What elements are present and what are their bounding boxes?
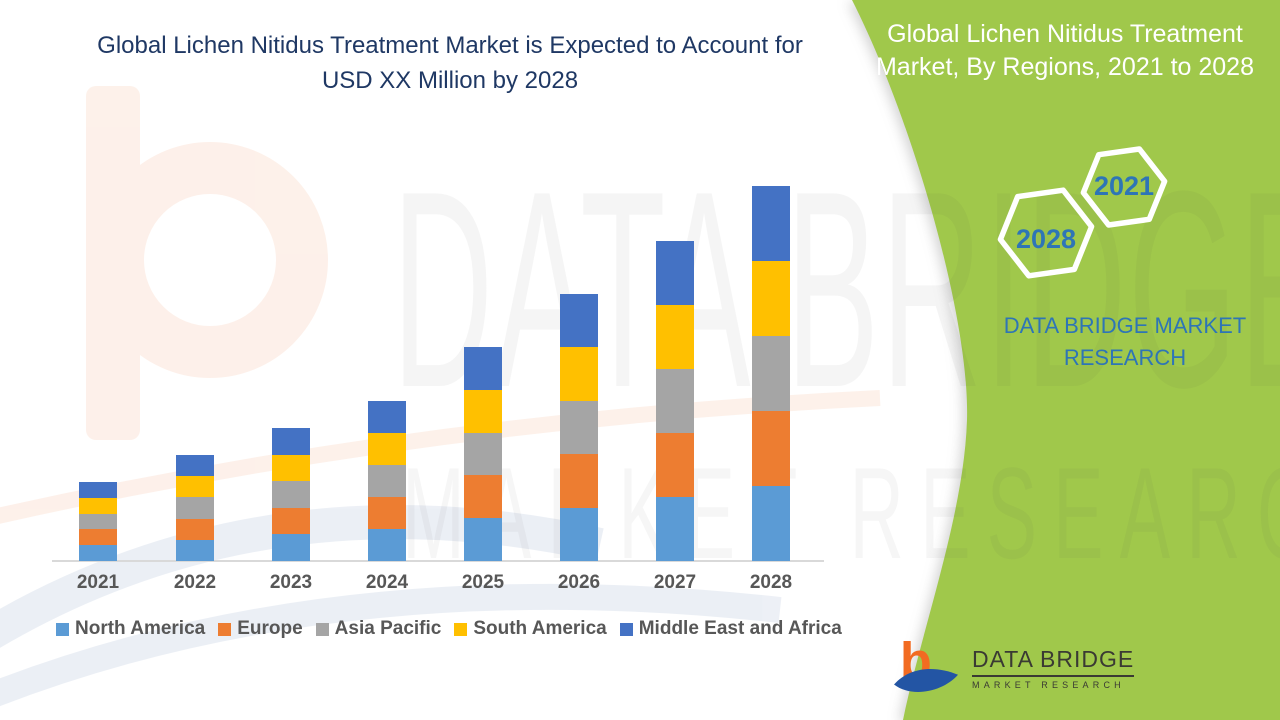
legend-item-north-america: North America — [56, 618, 205, 640]
badge-end-year: 2028 — [1015, 224, 1077, 254]
side-panel-brand-text: DATA BRIDGE MARKET RESEARCH — [960, 310, 1280, 374]
legend-swatch-icon — [218, 622, 232, 636]
bar-2024 — [368, 401, 406, 561]
bar-segment-2022-south-america — [176, 476, 214, 498]
x-axis-label-2022: 2022 — [173, 572, 217, 593]
legend-label: Europe — [237, 618, 303, 639]
bar-segment-2023-middle-east-and-africa — [272, 428, 310, 455]
bar-segment-2023-north-america — [272, 534, 310, 561]
bar-segment-2028-south-america — [752, 261, 790, 336]
bar-segment-2025-europe — [464, 475, 502, 519]
bar-segment-2024-asia-pacific — [368, 465, 406, 497]
x-axis-label-2027: 2027 — [653, 572, 697, 593]
page-title-line1: Global Lichen Nitidus Treatment Market i… — [97, 32, 803, 59]
bar-segment-2024-south-america — [368, 433, 406, 465]
bar-segment-2023-south-america — [272, 454, 310, 482]
bar-segment-2026-north-america — [560, 507, 598, 561]
x-axis-label-2028: 2028 — [749, 572, 793, 593]
bar-segment-2023-asia-pacific — [272, 481, 310, 508]
bar-segment-2025-north-america — [464, 518, 502, 561]
bar-segment-2023-europe — [272, 507, 310, 535]
bar-segment-2024-north-america — [368, 529, 406, 561]
side-panel-brand-line2: RESEARCH — [1063, 344, 1187, 370]
green-side-panel — [852, 0, 1280, 720]
bar-segment-2027-north-america — [656, 497, 694, 561]
side-panel-title-line2: Market, By Regions, 2021 to 2028 — [875, 53, 1254, 81]
bar-2028 — [752, 186, 790, 561]
bar-segment-2021-europe — [79, 529, 117, 546]
page-title: Global Lichen Nitidus Treatment Market i… — [60, 28, 840, 98]
bar-segment-2026-asia-pacific — [560, 400, 598, 455]
legend-item-south-america: South America — [454, 618, 607, 640]
bar-segment-2021-asia-pacific — [79, 513, 117, 530]
legend-item-asia-pacific: Asia Pacific — [315, 618, 442, 640]
databridge-logo: b DATA BRIDGE MARKET RESEARCH — [892, 636, 1135, 700]
bar-segment-2022-north-america — [176, 539, 214, 561]
bar-segment-2027-asia-pacific — [656, 369, 694, 433]
x-axis-label-2024: 2024 — [365, 572, 409, 593]
bar-segment-2028-europe — [752, 411, 790, 486]
bar-segment-2025-south-america — [464, 389, 502, 433]
badge-start-year: 2021 — [1093, 171, 1155, 201]
bar-segment-2028-asia-pacific — [752, 336, 790, 411]
legend-label: South America — [473, 618, 607, 639]
bar-segment-2027-south-america — [656, 305, 694, 369]
logo-subtitle-text: MARKET RESEARCH — [972, 680, 1125, 690]
bar-2025 — [464, 347, 502, 561]
logo-divider — [972, 675, 1135, 677]
x-axis-label-2021: 2021 — [76, 572, 120, 593]
bar-segment-2027-europe — [656, 433, 694, 497]
legend-label: North America — [75, 618, 206, 639]
bar-segment-2022-middle-east-and-africa — [176, 455, 214, 477]
bar-segment-2028-middle-east-and-africa — [752, 186, 790, 261]
legend-swatch-icon — [454, 622, 468, 636]
x-axis-label-2023: 2023 — [269, 572, 313, 593]
bar-segment-2028-north-america — [752, 486, 790, 561]
page-title-line2: USD XX Million by 2028 — [321, 67, 579, 94]
bar-segment-2026-south-america — [560, 347, 598, 401]
x-axis-label-2026: 2026 — [557, 572, 601, 593]
bar-segment-2021-middle-east-and-africa — [79, 482, 117, 498]
bar-segment-2026-middle-east-and-africa — [560, 294, 598, 348]
bar-segment-2026-europe — [560, 454, 598, 508]
legend-item-europe: Europe — [218, 618, 303, 640]
bar-2021 — [79, 482, 117, 561]
side-panel-title: Global Lichen Nitidus Treatment Market, … — [855, 18, 1275, 84]
legend-item-middle-east-and-africa: Middle East and Africa — [619, 618, 842, 640]
logo-brand-text: DATA BRIDGE — [972, 646, 1135, 672]
bar-segment-2027-middle-east-and-africa — [656, 241, 694, 305]
x-axis-label-2025: 2025 — [461, 572, 505, 593]
bar-2026 — [560, 294, 598, 561]
legend-swatch-icon — [315, 622, 329, 636]
bar-segment-2025-asia-pacific — [464, 432, 502, 476]
legend-label: Middle East and Africa — [638, 618, 842, 639]
bar-segment-2024-europe — [368, 497, 406, 529]
legend-swatch-icon — [56, 622, 69, 636]
bar-2022 — [176, 455, 214, 561]
bar-segment-2022-europe — [176, 518, 214, 540]
databridge-logo-mark-icon: b — [894, 636, 959, 692]
legend-label: Asia Pacific — [334, 618, 442, 639]
side-panel-brand-line1: DATA BRIDGE MARKET — [1003, 313, 1247, 338]
bar-segment-2024-middle-east-and-africa — [368, 401, 406, 433]
bar-segment-2021-south-america — [79, 497, 117, 514]
legend-swatch-icon — [619, 622, 633, 636]
bar-segment-2022-asia-pacific — [176, 497, 214, 519]
x-axis-line — [52, 560, 824, 562]
bar-segment-2025-middle-east-and-africa — [464, 347, 502, 390]
chart-legend: North America Europe Asia Pacific South Ame… — [56, 618, 842, 640]
side-panel-title-line1: Global Lichen Nitidus Treatment — [887, 20, 1243, 48]
bar-2023 — [272, 428, 310, 561]
bar-2027 — [656, 241, 694, 561]
bar-segment-2021-north-america — [79, 545, 117, 561]
